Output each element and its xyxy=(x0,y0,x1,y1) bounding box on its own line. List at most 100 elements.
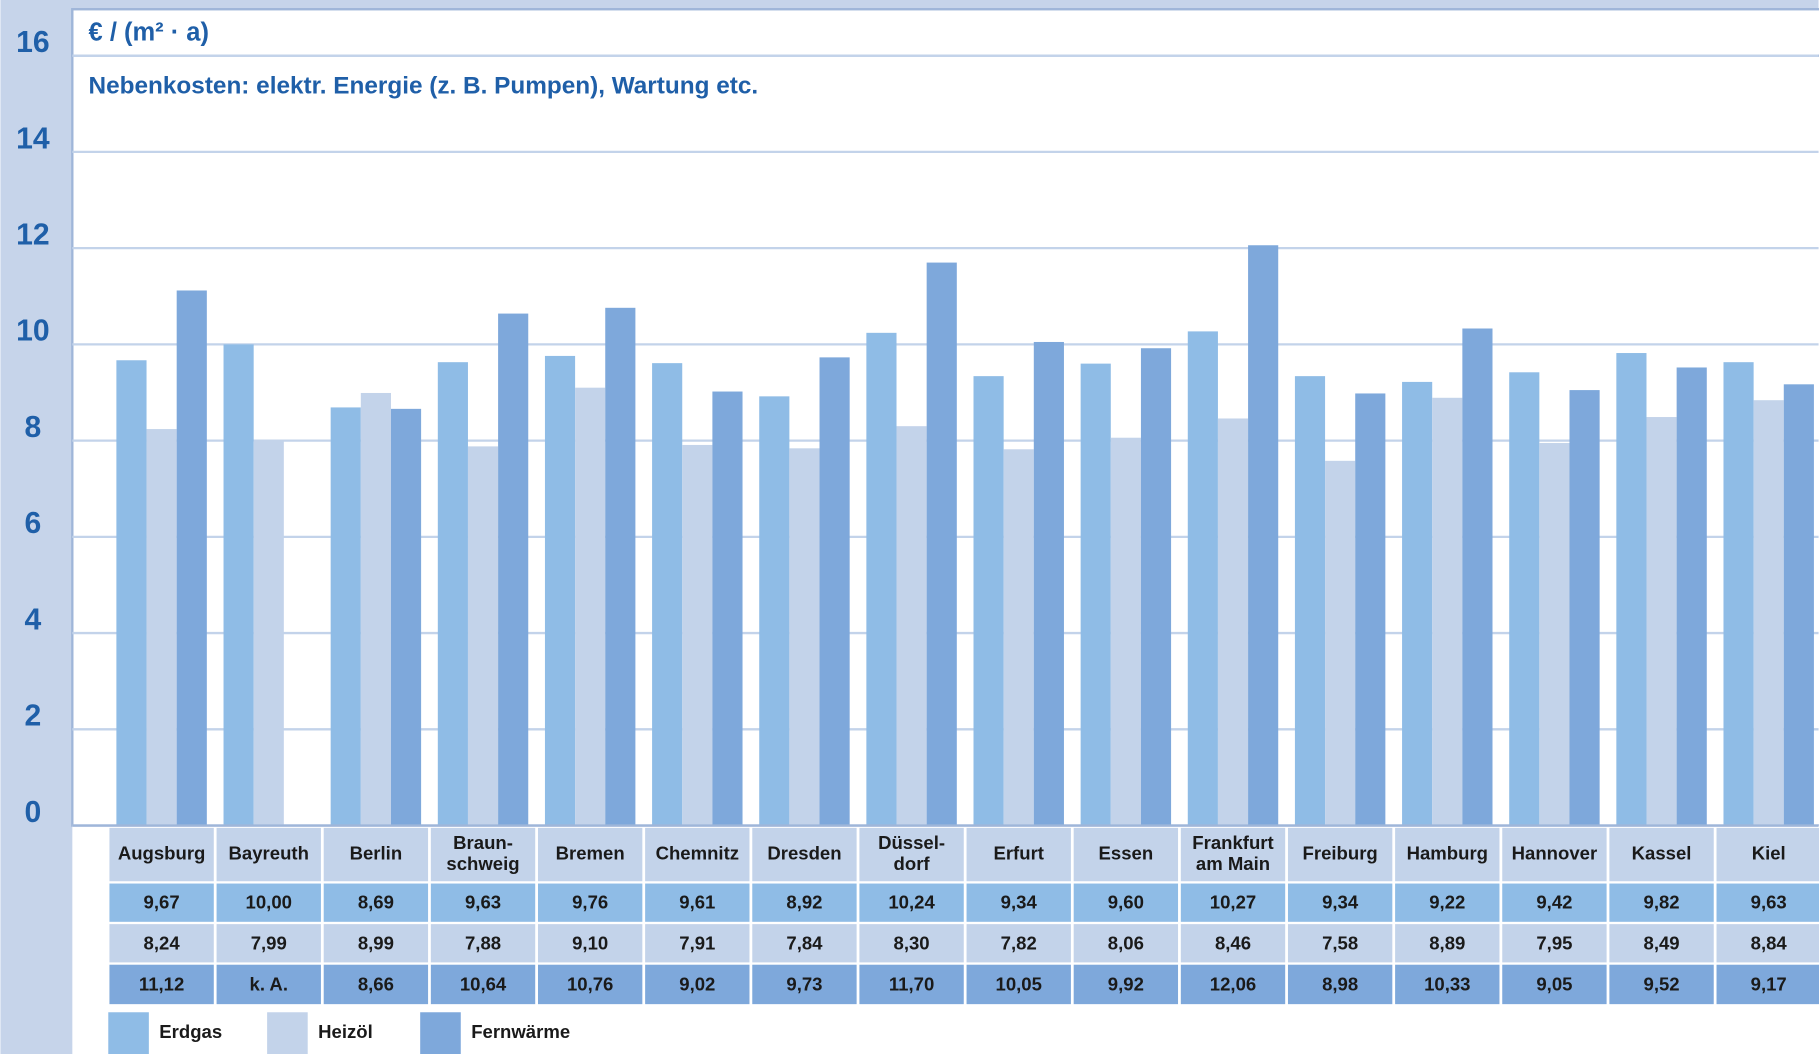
category-label: Erfurt xyxy=(993,842,1044,863)
legend-label: Heizöl xyxy=(318,1021,373,1042)
table-cell xyxy=(537,964,643,1005)
value-label: 11,70 xyxy=(889,973,934,994)
bar xyxy=(1723,362,1754,826)
table-cell xyxy=(1180,883,1286,922)
bar xyxy=(759,396,790,826)
bar xyxy=(498,313,529,826)
bar xyxy=(1646,417,1677,826)
bar xyxy=(1033,341,1064,826)
value-label: 9,61 xyxy=(679,892,715,913)
bar xyxy=(1676,367,1707,826)
table-header-cell xyxy=(1716,827,1819,882)
bar xyxy=(575,387,606,826)
bar xyxy=(176,290,207,826)
y-tick-label: 10 xyxy=(16,315,50,348)
table-header-cell xyxy=(752,827,857,882)
table-header-cell xyxy=(430,827,536,882)
value-label: 10,27 xyxy=(1210,892,1256,913)
table-cell xyxy=(1180,924,1286,963)
table-cell xyxy=(859,924,964,963)
bar xyxy=(253,441,284,826)
value-label: 10,33 xyxy=(1424,973,1470,994)
value-label: 8,84 xyxy=(1751,932,1788,953)
value-label: 7,99 xyxy=(251,932,287,953)
table-cell xyxy=(752,883,857,922)
table-cell xyxy=(323,964,429,1005)
bar xyxy=(712,391,743,826)
table-header-cell xyxy=(1073,827,1179,882)
value-label: 9,22 xyxy=(1429,892,1465,913)
category-label: Bremen xyxy=(556,842,625,863)
table-cell xyxy=(430,964,536,1005)
table-cell xyxy=(216,883,321,922)
legend-label: Erdgas xyxy=(159,1021,222,1042)
bar xyxy=(682,444,713,826)
y-tick-label: 16 xyxy=(16,26,50,59)
category-label: Dresden xyxy=(767,842,841,863)
table-cell xyxy=(109,883,214,922)
table-header-cell xyxy=(1502,827,1607,882)
table-cell xyxy=(1716,883,1819,922)
table-cell xyxy=(859,883,964,922)
bar xyxy=(1294,376,1326,826)
table-cell xyxy=(109,964,214,1005)
table-cell xyxy=(1395,964,1500,1005)
table-cell xyxy=(1073,924,1179,963)
table-header-cell xyxy=(323,827,429,882)
table-cell xyxy=(109,924,214,963)
value-label: 7,84 xyxy=(786,932,823,953)
y-tick-label: 8 xyxy=(25,411,42,444)
bar xyxy=(223,344,254,826)
category-label: Berlin xyxy=(350,842,403,863)
value-label: 8,92 xyxy=(786,892,822,913)
value-label: 8,49 xyxy=(1644,932,1680,953)
value-label: 11,12 xyxy=(139,973,184,994)
table-cell xyxy=(430,924,536,963)
bar xyxy=(390,408,422,826)
y-tick-label: 0 xyxy=(25,796,42,829)
table-cell xyxy=(645,964,750,1005)
value-label: 10,64 xyxy=(460,973,507,994)
bar xyxy=(1003,449,1034,826)
value-label: 7,82 xyxy=(1001,932,1037,953)
bar xyxy=(1462,328,1493,826)
table-cell xyxy=(1287,964,1393,1005)
value-label: 10,00 xyxy=(246,892,292,913)
table-cell xyxy=(966,883,1071,922)
value-label: 8,30 xyxy=(894,932,930,953)
bar xyxy=(360,392,391,826)
table-cell xyxy=(1073,964,1179,1005)
category-label: Freiburg xyxy=(1303,842,1378,863)
bar xyxy=(1325,460,1356,826)
table-cell xyxy=(1502,883,1607,922)
bar xyxy=(437,362,468,826)
value-label: 10,76 xyxy=(567,973,613,994)
y-tick-label: 4 xyxy=(25,603,42,636)
category-label: Kassel xyxy=(1632,842,1692,863)
table-cell xyxy=(1073,883,1179,922)
table-cell xyxy=(752,964,857,1005)
category-label: Chemnitz xyxy=(656,842,739,863)
bar xyxy=(146,429,177,826)
legend-swatch xyxy=(420,1012,461,1054)
bar xyxy=(605,307,636,826)
bar xyxy=(819,357,850,826)
table-cell xyxy=(323,883,429,922)
category-label: Braun-schweig xyxy=(446,832,519,874)
value-label: 10,05 xyxy=(996,973,1042,994)
table-cell xyxy=(1287,924,1393,963)
legend-swatch xyxy=(267,1012,308,1054)
y-tick-label: 14 xyxy=(16,122,50,155)
bar xyxy=(652,363,683,826)
value-label: 9,92 xyxy=(1108,973,1144,994)
value-label: 7,58 xyxy=(1322,932,1358,953)
category-label: Bayreuth xyxy=(229,842,309,863)
table-cell xyxy=(1502,924,1607,963)
value-label: 9,60 xyxy=(1108,892,1144,913)
table-cell xyxy=(1716,964,1819,1005)
category-label: Hannover xyxy=(1512,842,1598,863)
value-label: 8,46 xyxy=(1215,932,1251,953)
value-label: 9,10 xyxy=(572,932,608,953)
value-label: 7,91 xyxy=(679,932,715,953)
